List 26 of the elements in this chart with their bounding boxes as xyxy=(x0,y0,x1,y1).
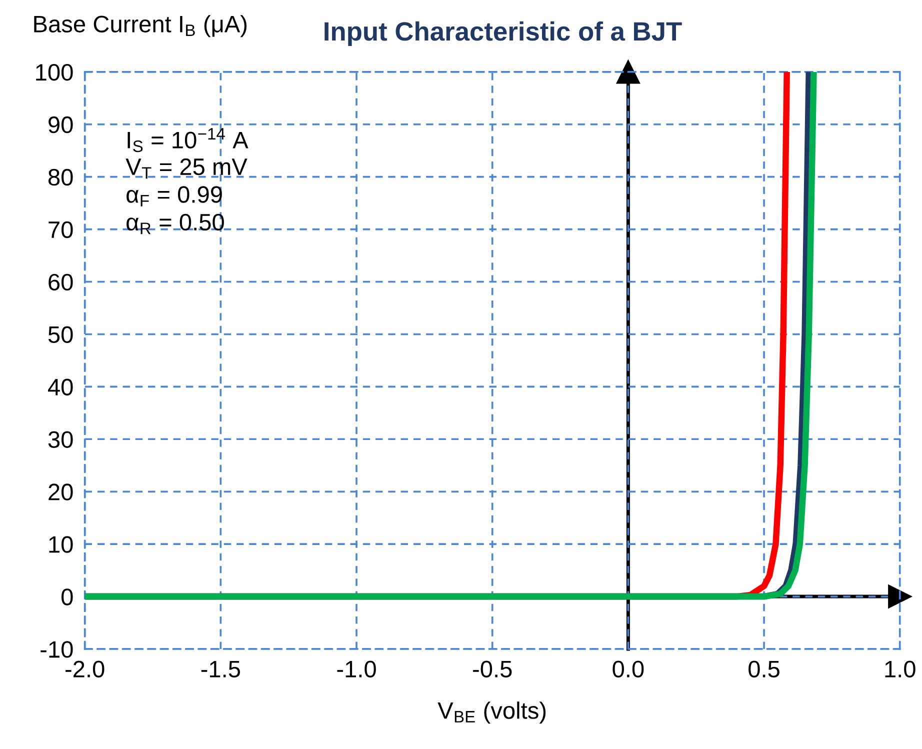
x-tick-label: 0.5 xyxy=(748,660,780,678)
x-tick-label: -0.5 xyxy=(473,660,512,678)
y-tick-label: -10 xyxy=(40,641,73,658)
y-axis-title: Base Current I$_{B}$ (μA) xyxy=(34,15,247,38)
y-tick-label: 100 xyxy=(36,64,73,81)
x-tick-label: -2.0 xyxy=(66,660,104,678)
x-tick-label: 1.0 xyxy=(885,660,916,678)
y-tick-label: 80 xyxy=(48,168,73,186)
y-tick-label: 0 xyxy=(62,588,73,606)
y-tick-label: 60 xyxy=(48,274,73,291)
y-tick-label: 90 xyxy=(48,116,73,134)
y-tick-label: 70 xyxy=(48,221,73,238)
annotation: α$_{R}$ = 0.50 xyxy=(126,214,224,234)
annotation: I$_{S}$ = 10$^{−14}$ A xyxy=(128,128,248,152)
annotation: V$_{T}$ = 25 mV xyxy=(126,158,248,179)
x-tick-label: 0.0 xyxy=(612,660,644,678)
y-tick-label: 20 xyxy=(48,484,73,500)
x-axis-title: V$_{BE}$ (volts) xyxy=(438,702,546,724)
x-tick-label: -1.0 xyxy=(337,660,376,678)
y-tick-label: 10 xyxy=(49,536,73,553)
y-tick-label: 40 xyxy=(48,378,73,396)
y-tick-label: 50 xyxy=(48,326,73,344)
x-tick-label: -1.5 xyxy=(201,660,240,678)
annotation: α$_{F}$ = 0.99 xyxy=(126,186,222,206)
y-tick-label: 30 xyxy=(48,431,73,448)
chart-title: Input Characteristic of a BJT xyxy=(324,21,682,46)
